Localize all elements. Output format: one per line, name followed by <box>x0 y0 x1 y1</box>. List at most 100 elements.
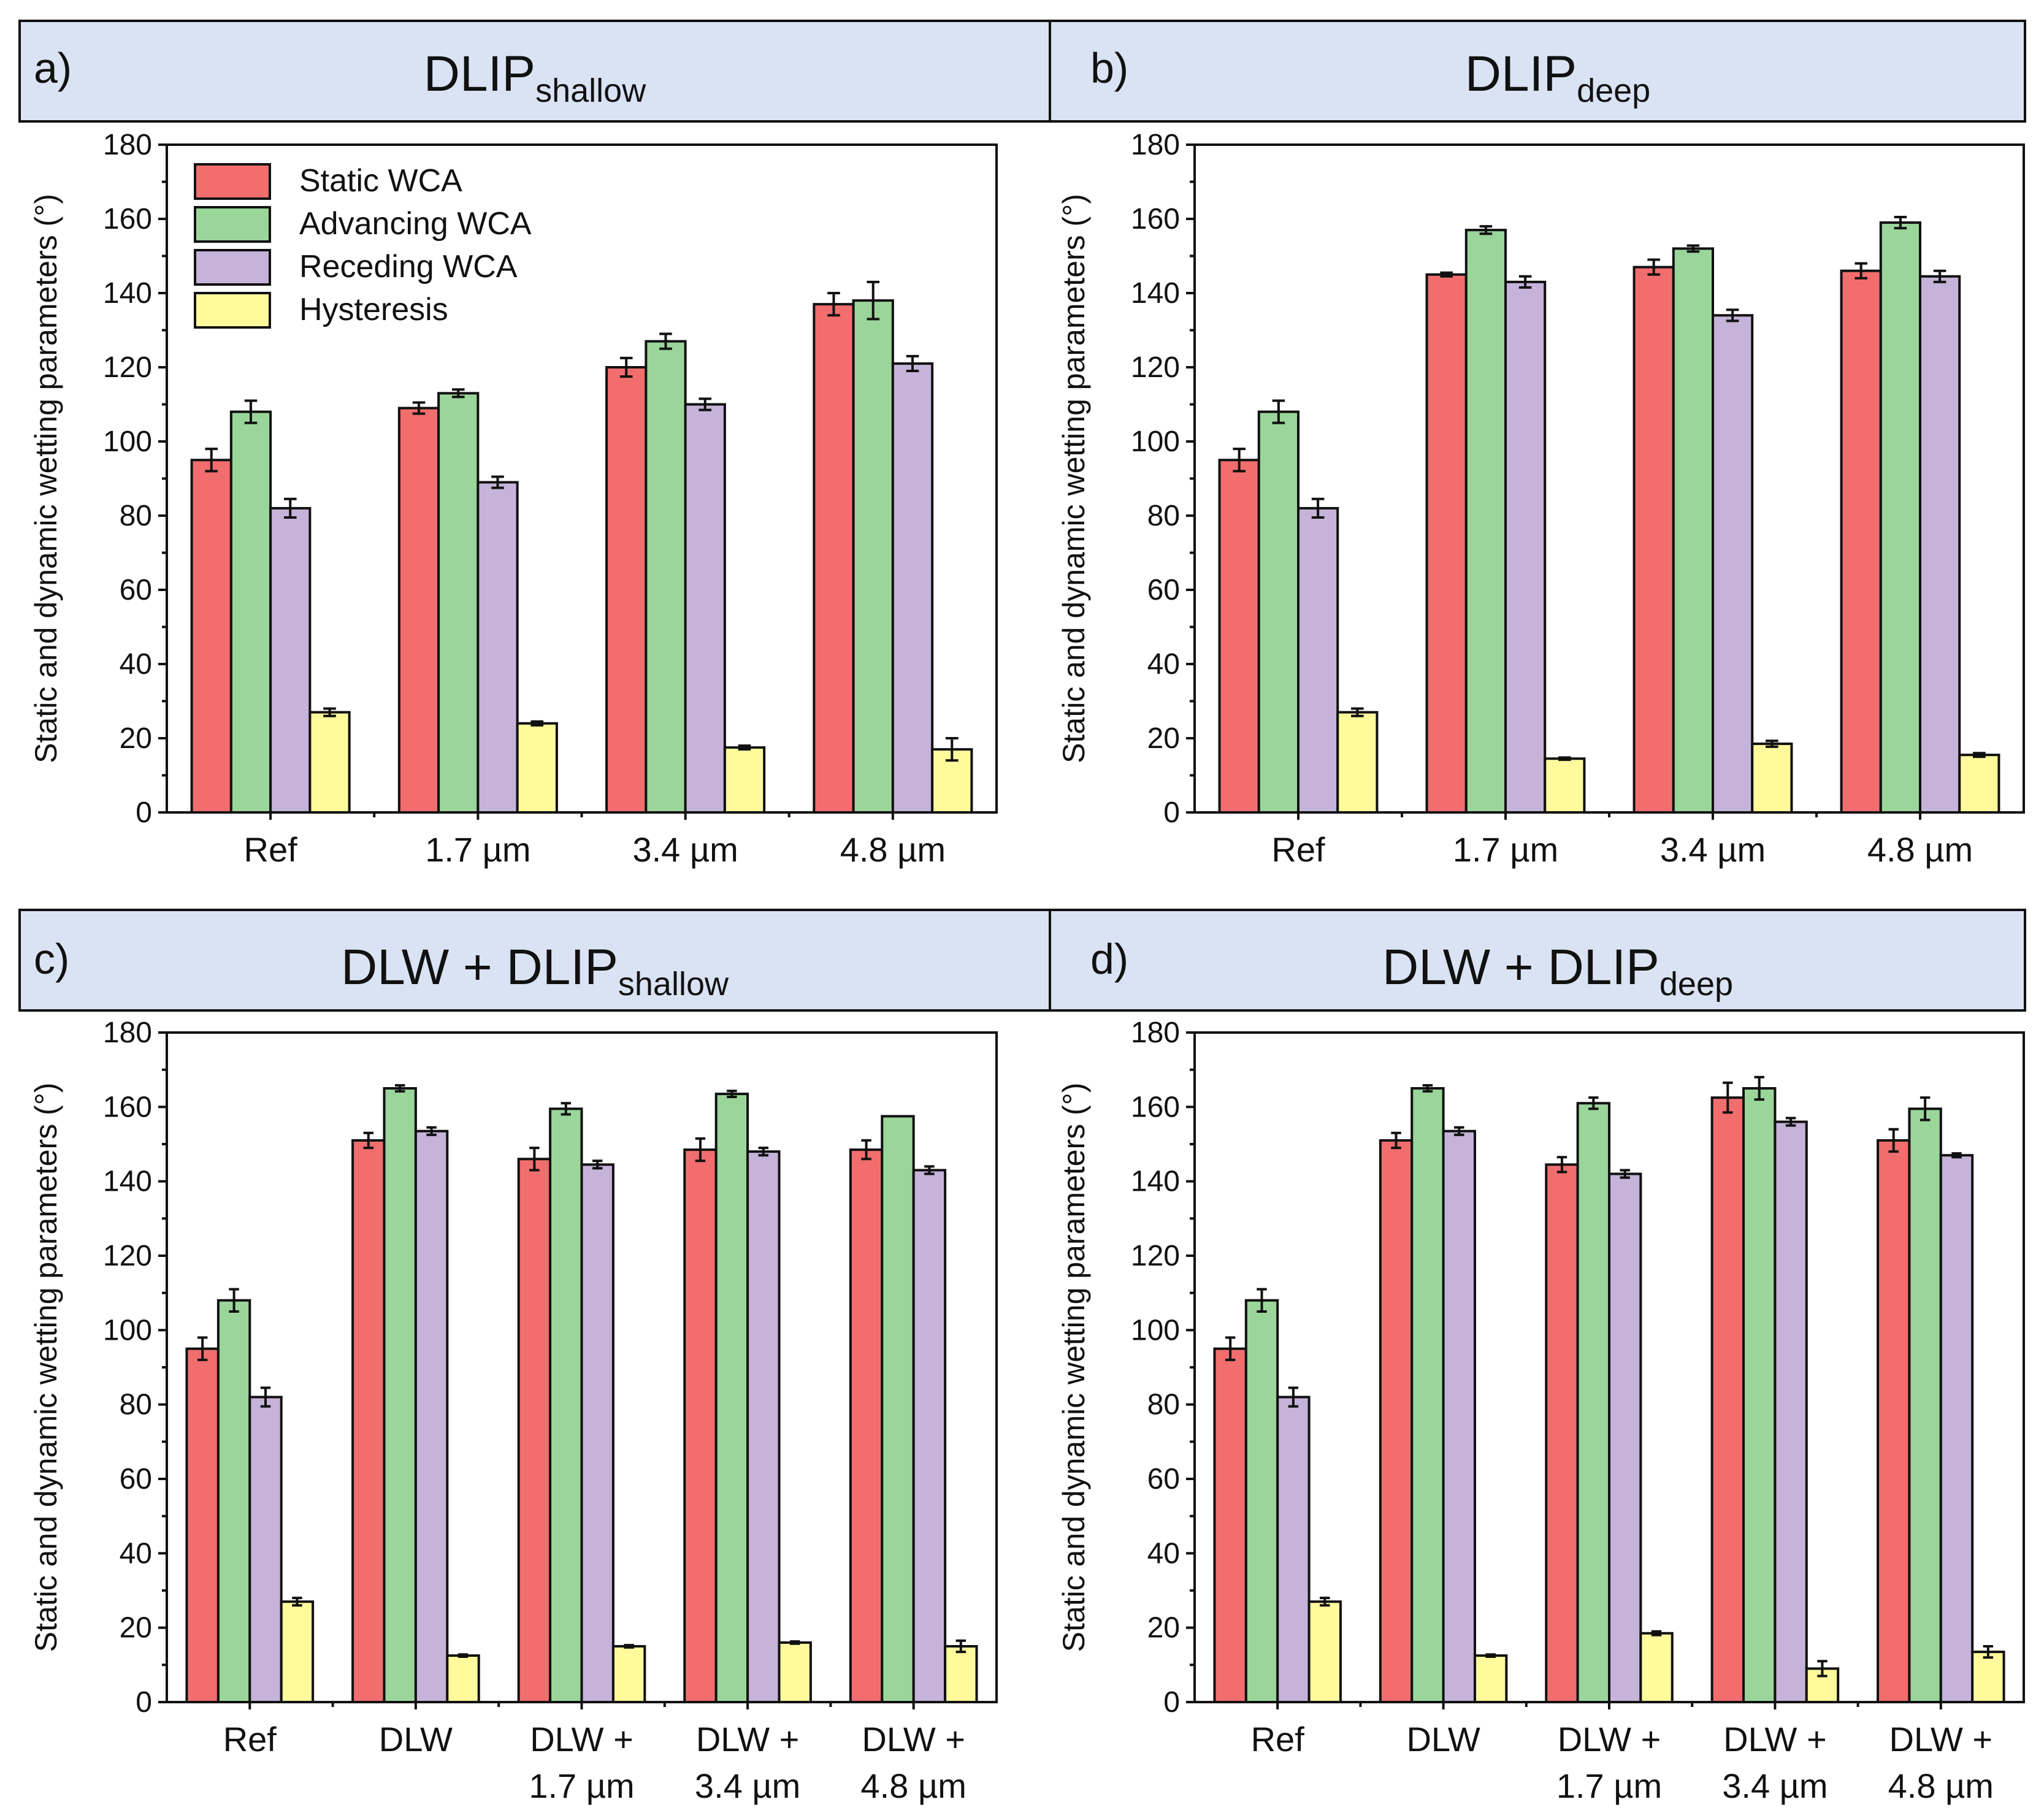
error-bar <box>955 1639 966 1654</box>
x-tick-label: 3.4 µm <box>1660 830 1766 869</box>
bar-receding <box>414 1129 449 1704</box>
error-bar <box>1817 1660 1828 1678</box>
bar-advancing <box>437 392 480 814</box>
error-bar <box>1272 399 1285 424</box>
legend-label-advancing: Advancing WCA <box>299 206 532 242</box>
error-bar <box>1233 448 1246 473</box>
panel-letter: a) <box>34 44 72 92</box>
error-bar <box>283 497 297 519</box>
error-bar <box>1558 756 1571 762</box>
bar-advancing <box>1576 1102 1611 1704</box>
y-tick-label: 80 <box>1147 500 1180 532</box>
bar-advancing <box>549 1107 583 1704</box>
y-tick-label: 140 <box>103 1166 152 1198</box>
y-tick-label: 80 <box>120 1389 152 1421</box>
error-bar <box>738 744 751 751</box>
bar-static <box>351 1139 386 1703</box>
error-bar <box>205 448 218 473</box>
y-tick-label: 0 <box>136 1686 152 1719</box>
bar-receding <box>1919 275 1961 814</box>
x-tick-label: 1.7 µm <box>1453 830 1558 869</box>
x-tick-label: 1.7 µm <box>425 830 530 869</box>
y-axis-label: Static and dynamic wetting parameters (°… <box>29 194 63 763</box>
bar-static <box>1545 1163 1579 1704</box>
panel-b: b) DLIPdeep 0 20 40 60 80 100 120 140 160 180 Static… <box>1049 20 2026 869</box>
error-bar <box>827 292 840 317</box>
bar-advancing <box>1908 1107 1942 1704</box>
error-bar <box>323 707 336 717</box>
panel-title-subscript: shallow <box>618 966 729 1002</box>
error-bar <box>1351 707 1364 717</box>
error-bar <box>426 1126 437 1136</box>
y-tick-label: 40 <box>120 648 152 681</box>
error-bar <box>624 1644 634 1649</box>
bar-receding <box>580 1163 614 1704</box>
y-tick-label: 40 <box>1147 1537 1180 1570</box>
bar-receding <box>1774 1120 1808 1703</box>
bar-advancing <box>1672 247 1715 814</box>
error-bar <box>1257 1288 1267 1313</box>
y-tick-label: 140 <box>1131 277 1180 310</box>
bar-hysteresis <box>1336 711 1379 814</box>
bar-receding <box>269 506 312 814</box>
bar-hysteresis <box>944 1645 978 1703</box>
x-tick-label: DLW + <box>862 1720 965 1758</box>
bar-hysteresis <box>516 722 558 814</box>
error-bar <box>592 1159 603 1170</box>
error-bar <box>659 332 672 350</box>
error-bar <box>1620 1169 1630 1179</box>
bar-receding <box>891 362 934 814</box>
panel-letter: d) <box>1090 935 1128 983</box>
panel-c: c) DLW + DLIPshallow 0 20 40 60 80 100 120 140 160… <box>18 909 1051 1805</box>
panel-title-main: DLIP <box>424 46 535 102</box>
bar-receding <box>1712 314 1754 814</box>
legend-label-hysteresis: Hysteresis <box>299 292 448 327</box>
panel-a: a) DLIPshallow 0 20 40 60 80 100 120 140 160 180 Sta… <box>18 20 1051 869</box>
y-tick-label: 80 <box>120 500 152 532</box>
bar-hysteresis <box>1473 1654 1508 1704</box>
bar-static <box>185 1347 220 1704</box>
error-bar <box>695 1137 706 1163</box>
bar-hysteresis <box>1544 757 1586 814</box>
bar-hysteresis <box>611 1645 646 1703</box>
error-bar <box>529 1147 540 1172</box>
bar-static <box>1213 1347 1247 1704</box>
error-bar <box>906 354 919 373</box>
error-bar <box>1894 215 1907 230</box>
y-tick-label: 100 <box>103 1314 152 1346</box>
error-bar <box>945 737 959 762</box>
y-tick-label: 140 <box>103 277 152 310</box>
error-bar <box>924 1165 935 1175</box>
legend-swatch-static <box>194 163 271 200</box>
bar-receding <box>1608 1172 1642 1703</box>
legend-label-static: Static WCA <box>299 163 462 199</box>
x-tick-label: DLW + <box>696 1720 800 1758</box>
y-tick-label: 100 <box>1131 1314 1180 1346</box>
bar-advancing <box>1244 1299 1279 1704</box>
panel-title-main: DLW + DLIP <box>341 939 618 995</box>
bar-hysteresis <box>723 746 766 814</box>
bar-hysteresis <box>1971 1651 2005 1704</box>
x-tick-label: Ref <box>1251 1720 1305 1758</box>
error-bar <box>1766 739 1778 748</box>
panel-header <box>1049 909 2026 1012</box>
y-tick-label: 40 <box>1147 648 1180 681</box>
error-bar <box>1391 1131 1401 1150</box>
y-tick-label: 20 <box>1147 1612 1180 1644</box>
panel-d: d) DLW + DLIPdeep 0 20 40 60 80 100 120 140 160 180… <box>1049 909 2026 1805</box>
error-bar <box>457 1653 469 1658</box>
bar-receding <box>1442 1129 1476 1704</box>
x-tick-label: DLW <box>1406 1720 1480 1758</box>
y-tick-label: 100 <box>103 426 152 458</box>
y-tick-label: 20 <box>120 722 152 755</box>
panel-header <box>1049 20 2026 123</box>
error-bar <box>1556 1156 1567 1174</box>
bar-receding <box>684 403 726 814</box>
bar-advancing <box>1257 410 1300 814</box>
bar-static <box>813 303 855 814</box>
bar-receding <box>1939 1154 1974 1703</box>
bar-advancing <box>881 1115 915 1703</box>
x-tick-label: 4.8 µm <box>840 830 946 869</box>
y-tick-label: 180 <box>103 129 152 161</box>
